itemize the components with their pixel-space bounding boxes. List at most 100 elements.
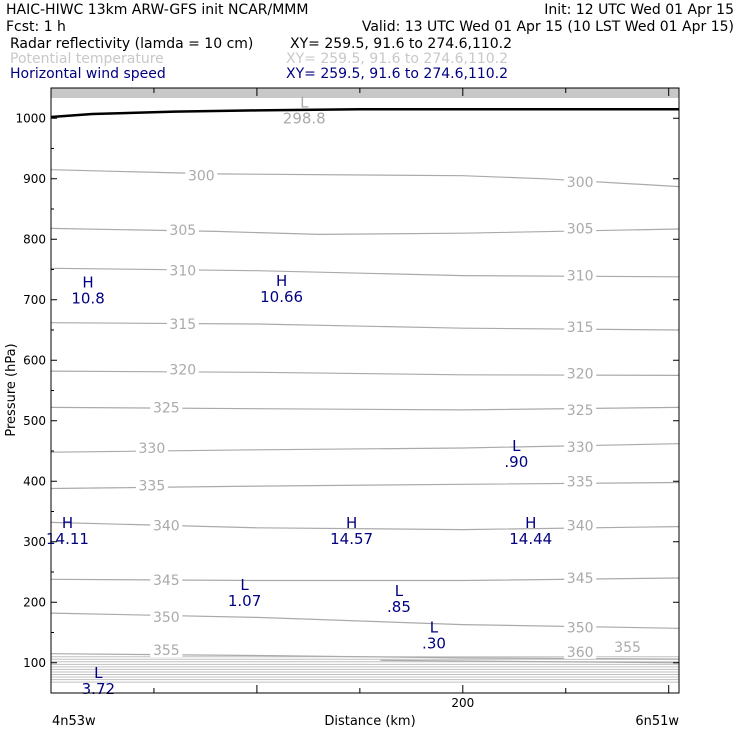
contour-label-345: 345 <box>153 573 180 589</box>
contour-label-320: 320 <box>169 362 196 378</box>
contour-label-330: 330 <box>567 440 594 456</box>
header-valid-time: Valid: 13 UTC Wed 01 Apr 15 (10 LST Wed … <box>362 19 734 35</box>
high-marker-value: 10.8 <box>71 290 104 308</box>
contour-label-background <box>564 472 597 489</box>
theta-contour-305 <box>50 227 680 236</box>
contour-label-background <box>135 438 168 455</box>
contour-label-335: 335 <box>567 474 594 490</box>
contour-label-background <box>564 400 597 417</box>
contour-label-300: 300 <box>188 169 215 185</box>
low-marker-value: 3.72 <box>82 680 115 698</box>
terrain-line <box>50 107 679 119</box>
contour-label-background <box>564 364 597 381</box>
contour-label-background <box>564 618 597 635</box>
contour-label-325: 325 <box>567 403 594 419</box>
y-tick-label: 100 <box>23 656 46 670</box>
contour-label-background <box>135 476 168 493</box>
header-title: HAIC-HIWC 13km ARW-GFS init NCAR/MMM <box>6 2 308 18</box>
low-marker-letter: L <box>94 664 103 682</box>
contour-label-background <box>185 166 218 183</box>
plot-area: 355 355 360 350 350 345 345 340 340 335 335 330 330 3… <box>15 87 680 710</box>
contour-label-315: 315 <box>567 320 594 336</box>
contour-label-background <box>150 516 183 533</box>
contour-label-350: 350 <box>567 621 594 637</box>
contour-label-background <box>564 516 597 533</box>
y-tick-label: 800 <box>23 232 46 246</box>
contour-label-background <box>166 360 199 377</box>
x-axis-left-endpoint: 4n53w <box>52 714 96 729</box>
contour-label-300: 300 <box>567 175 594 191</box>
contour-label-background <box>611 638 644 655</box>
y-tick-label: 300 <box>23 535 46 549</box>
contour-label-340: 340 <box>567 518 594 534</box>
y-tick-label: 700 <box>23 293 46 307</box>
high-marker-value: 14.57 <box>330 530 373 548</box>
x-tick-label: 200 <box>451 696 474 710</box>
contour-label-315: 315 <box>169 317 196 333</box>
theta-contour-360 <box>380 659 680 664</box>
y-axis-label: Pressure (hPa) <box>4 343 19 436</box>
contour-label-background <box>564 642 597 659</box>
low-marker-value: .90 <box>504 453 528 471</box>
contour-label-330: 330 <box>139 441 166 457</box>
high-marker-value: 14.11 <box>46 530 89 548</box>
y-tick-label: 500 <box>23 414 46 428</box>
y-tick-label: 400 <box>23 474 46 488</box>
contour-label-background <box>564 172 597 189</box>
y-axis-ticks: 100 200 300 400 500 600 700 800 900 1000 <box>15 111 679 670</box>
upper-level-shading <box>51 88 679 98</box>
contour-label-355: 355 <box>614 640 641 656</box>
low-marker-value: .30 <box>422 635 446 653</box>
header-field-reflectivity: Radar reflectivity (lamda = 10 cm) <box>10 36 253 52</box>
contour-label-345: 345 <box>567 571 594 587</box>
contour-label-310: 310 <box>567 269 594 285</box>
x-axis-ticks: 200 <box>50 88 670 710</box>
contour-label-background <box>166 221 199 238</box>
y-tick-label: 600 <box>23 353 46 367</box>
figure-header: HAIC-HIWC 13km ARW-GFS init NCAR/MMM Ini… <box>6 2 734 82</box>
contour-label-background <box>564 266 597 283</box>
header-init-time: Init: 12 UTC Wed 01 Apr 15 <box>544 2 734 18</box>
low-marker-letter: L <box>512 437 521 455</box>
low-marker-letter: L <box>240 576 249 594</box>
low-marker-letter: L <box>300 93 309 111</box>
y-tick-label: 900 <box>23 172 46 186</box>
contour-label-background <box>150 607 183 624</box>
contour-label-320: 320 <box>567 367 594 383</box>
high-marker-letter: H <box>82 274 93 292</box>
contour-label-background <box>150 398 183 415</box>
high-marker-value: 14.44 <box>509 530 552 548</box>
contour-label-305: 305 <box>567 221 594 237</box>
contour-label-335: 335 <box>139 478 166 494</box>
x-axis-right-endpoint: 6n51w <box>635 714 679 729</box>
x-axis-label: Distance (km) <box>324 714 415 729</box>
header-xy-theta: XY= 259.5, 91.6 to 274.6,110.2 <box>286 51 508 67</box>
contour-label-305: 305 <box>169 223 196 239</box>
high-marker-letter: H <box>276 272 287 290</box>
contour-label-340: 340 <box>153 518 180 534</box>
high-marker-value: 10.66 <box>260 288 303 306</box>
contour-label-background <box>150 641 183 658</box>
contour-label-355: 355 <box>153 643 180 659</box>
low-marker-letter: L <box>395 582 404 600</box>
low-marker-value: .85 <box>387 598 411 616</box>
low-marker-value: 298.8 <box>283 109 326 127</box>
y-tick-label: 200 <box>23 595 46 609</box>
contour-label-background <box>564 437 597 454</box>
contour-label-background <box>564 317 597 334</box>
high-marker-letter: H <box>62 514 73 532</box>
contour-label-background <box>564 569 597 586</box>
header-field-theta: Potential temperature <box>10 51 164 67</box>
high-marker-letter: H <box>346 514 357 532</box>
contour-label-360: 360 <box>567 645 594 661</box>
theta-contour-labels: 355 355 360 350 350 345 345 340 340 335 335 330 330 3… <box>135 166 644 661</box>
low-marker-value: 1.07 <box>228 592 261 610</box>
extrema-labels: L3.72L.30L1.07L.85H14.11H14.57H14.44L.90… <box>46 93 552 698</box>
high-marker-letter: H <box>525 514 536 532</box>
header-xy-reflectivity: XY= 259.5, 91.6 to 274.6,110.2 <box>290 36 512 52</box>
contour-label-350: 350 <box>153 610 180 626</box>
header-forecast-hour: Fcst: 1 h <box>6 19 66 35</box>
contour-label-background <box>564 219 597 236</box>
contour-label-325: 325 <box>153 400 180 416</box>
